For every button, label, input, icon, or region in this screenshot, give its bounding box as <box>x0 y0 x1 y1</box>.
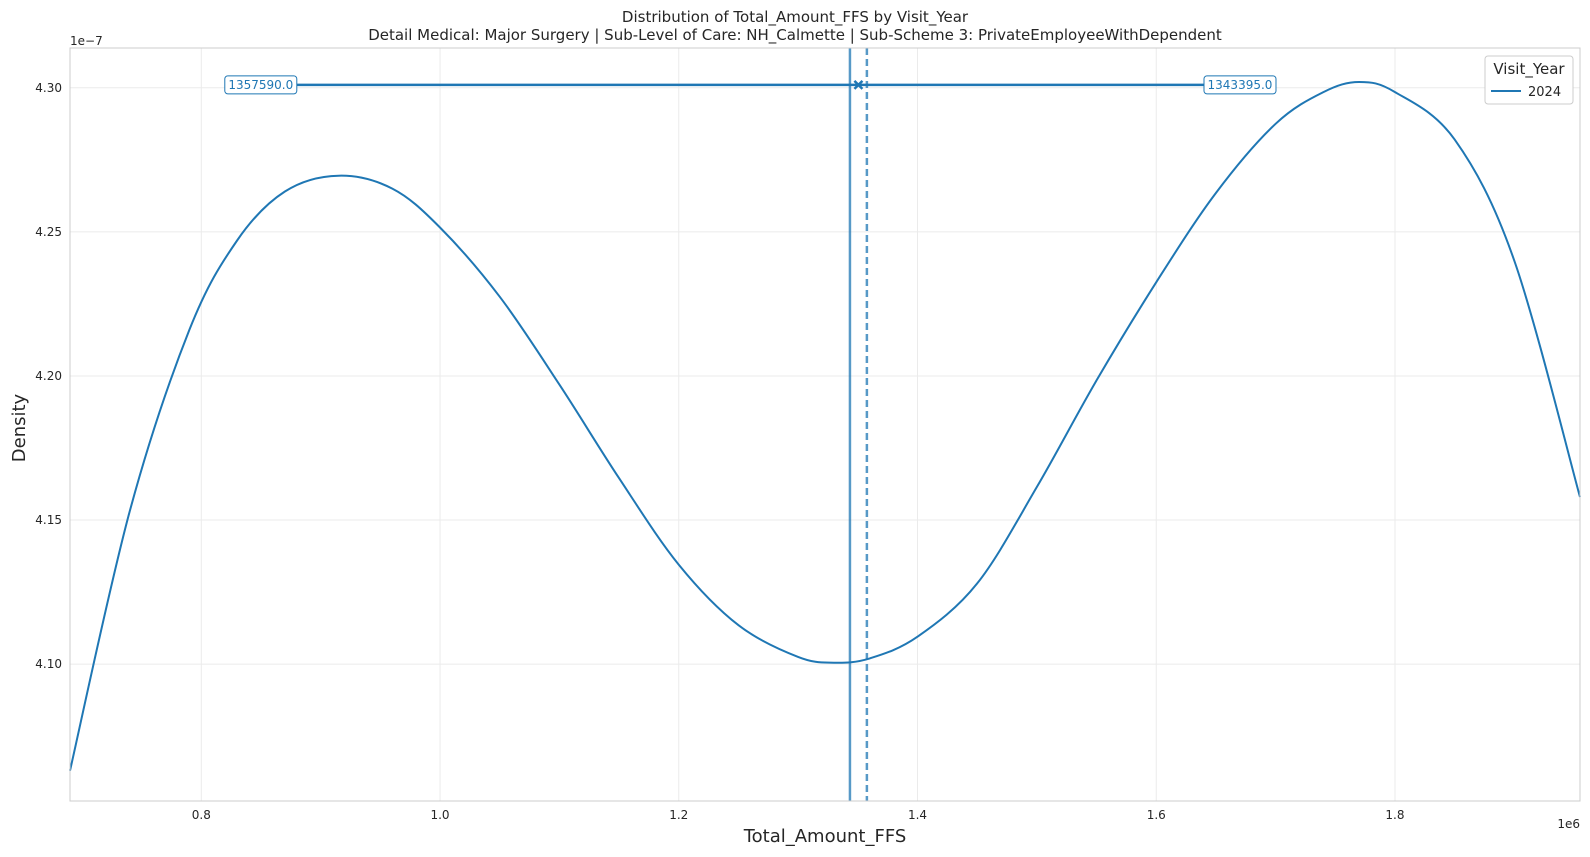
plot-border <box>69 47 1581 802</box>
y-tick-label: 4.10 <box>35 657 62 671</box>
density-line-2024 <box>69 80 1581 771</box>
legend-label-2024: 2024 <box>1528 85 1561 100</box>
plot-frame <box>69 47 1581 802</box>
y-scale-label: 1e−7 <box>70 34 103 48</box>
x-scale-label: 1e6 <box>1557 817 1580 831</box>
y-axis-ticks: 4.10 4.15 4.20 4.25 4.30 <box>35 81 62 671</box>
y-tick-label: 4.20 <box>35 369 62 383</box>
y-tick-label: 4.25 <box>35 225 62 239</box>
gridlines <box>70 48 1580 801</box>
plot-area <box>70 48 1580 801</box>
x-tick-label: 1.4 <box>908 808 927 822</box>
plot-background <box>70 48 1580 801</box>
x-tick-label: 0.8 <box>192 808 211 822</box>
y-axis-label: Density <box>9 393 30 462</box>
center-marker <box>853 80 864 90</box>
x-axis-label: Total_Amount_FFS <box>743 826 907 847</box>
chart-subtitle: Detail Medical: Major Surgery | Sub-Leve… <box>368 26 1222 45</box>
series-group <box>69 80 1581 771</box>
legend-title: Visit_Year <box>1493 60 1565 79</box>
left-value-label-box <box>224 75 298 95</box>
chart-title: Distribution of Total_Amount_FFS by Visi… <box>622 8 969 27</box>
x-tick-label: 1.8 <box>1385 808 1404 822</box>
x-tick-label: 1.0 <box>430 808 449 822</box>
x-tick-label: 1.2 <box>669 808 688 822</box>
x-axis-ticks: 0.8 1.0 1.2 1.4 1.6 1.8 <box>192 808 1405 822</box>
x-tick-label: 1.6 <box>1147 808 1166 822</box>
y-tick-label: 4.30 <box>35 81 62 95</box>
annotations: 1357590.0 1343395.0 <box>224 48 1277 801</box>
right-value-label-box <box>1203 75 1277 95</box>
left-value-label: 1357590.0 <box>228 78 293 92</box>
y-tick-label: 4.15 <box>35 513 62 527</box>
right-value-label: 1343395.0 <box>1208 78 1273 92</box>
legend: Visit_Year 2024 <box>1484 55 1574 105</box>
